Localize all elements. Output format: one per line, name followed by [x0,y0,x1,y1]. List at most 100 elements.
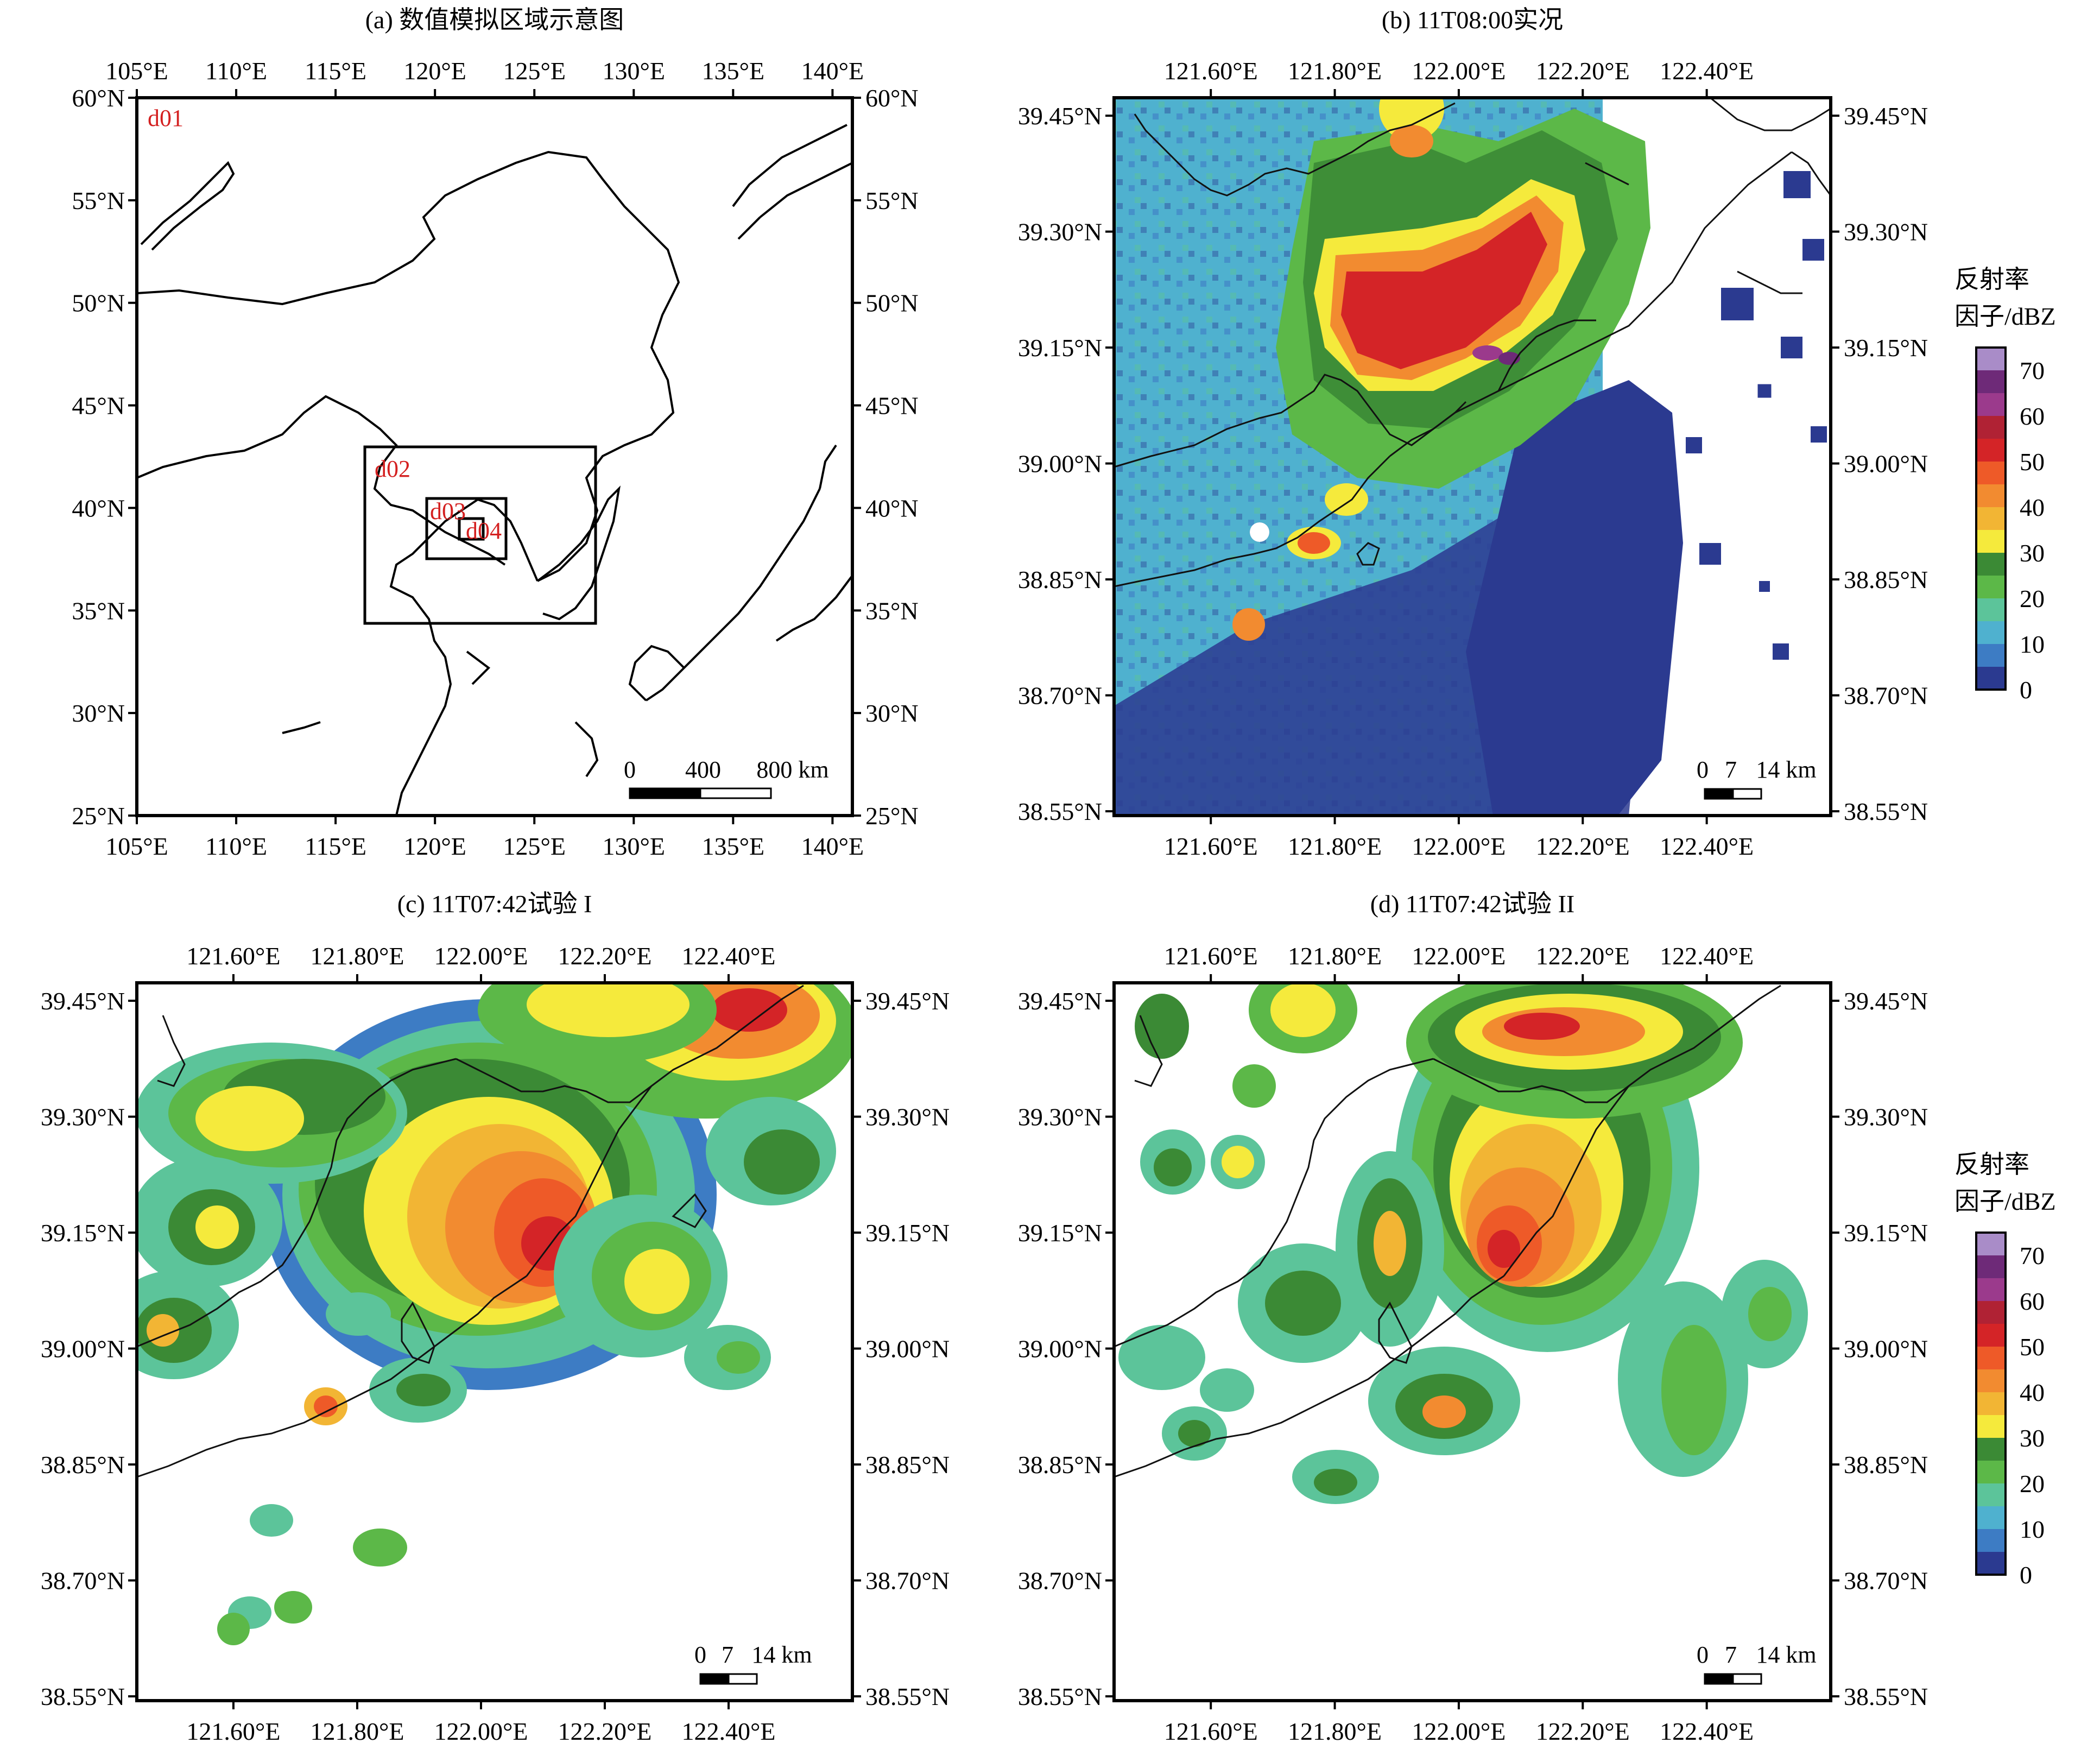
lat-tick-label-right: 38.55°N [1844,798,1928,825]
echo-cell [314,1395,338,1417]
colorbar-frame [1975,346,2007,691]
colorbar-swatch [1976,1415,2006,1438]
lon-tick-label-bottom: 122.20°E [1536,832,1630,860]
panel-b-radar: 0 7 14 km [1114,98,1831,816]
lat-tick-label-left: 25°N [72,802,125,830]
colorbar-tick-label: 10 [2020,630,2045,658]
lon-tick-label-bottom: 125°E [503,832,566,860]
lat-tick-label-left: 38.55°N [41,1683,125,1710]
echo-cell [1488,1230,1520,1268]
lat-tick-label-right: 39.45°N [1844,987,1928,1015]
lat-tick-label-right: 25°N [865,802,919,830]
colorbar-tick-label: 50 [2020,448,2045,476]
simulated-reflectivity-field [137,983,852,1645]
echo-cell [1757,384,1772,398]
lat-tick-label-right: 35°N [865,597,919,624]
lon-tick-label-top: 122.40°E [1660,942,1754,970]
lon-tick-label-top: 115°E [305,57,366,85]
lat-tick-label-right: 39.00°N [1844,450,1928,478]
colorbar-swatch [1976,1369,2006,1392]
scale-bar-d-end: 14 km [1756,1641,1816,1668]
colorbar-swatch [1976,462,2006,484]
lon-tick-label-bottom: 130°E [603,832,666,860]
domain-box-d04 [458,517,485,541]
panel-d-axis-ticks: 121.60°E 121.60°E 121.80°E 121.80°E 122.00°E… [1018,942,1928,1743]
scale-bar-c-end: 14 km [751,1641,812,1668]
lon-tick-label-bottom: 122.20°E [1536,1717,1630,1743]
panel-a-map: d01 d02 d03 d04 0 400 800 km [137,98,852,816]
colorbar-tick-label: 60 [2020,1287,2045,1315]
lat-tick-label-left: 55°N [72,187,125,214]
colorbar-tick-label: 0 [2020,676,2032,704]
panel-c-axis-ticks: 121.60°E 121.60°E 121.80°E 121.80°E 122.00°E… [41,942,950,1743]
lat-tick-label-left: 40°N [72,494,125,522]
lon-tick-label-bottom: 110°E [205,832,267,860]
echo-cell [1721,288,1754,320]
lat-tick-label-left: 39.00°N [1018,1335,1102,1363]
lon-tick-label-bottom: 122.00°E [1412,1717,1506,1743]
scale-bar-d-zero: 0 [1697,1641,1709,1668]
colorbar-tick-label: 40 [2020,494,2045,521]
echo-cell [1154,1148,1192,1186]
panel-c-radar: 0 7 14 km [137,983,852,1701]
lat-tick-label-right: 60°N [865,84,919,112]
colorbar-bottom-title-1: 反射率 [1954,1151,2029,1178]
echo-cell [1783,171,1811,198]
echo-cell [1341,212,1547,369]
lat-tick-label-left: 38.70°N [1018,1567,1102,1595]
colorbar-swatch [1976,1438,2006,1461]
echo-cell [1379,98,1444,141]
lat-tick-label-left: 39.30°N [41,1103,125,1131]
echo-cell [1118,1325,1205,1390]
lon-tick-label-top: 110°E [205,57,267,85]
lat-tick-label-right: 38.85°N [1844,566,1928,593]
domain-label-d03: d03 [430,498,466,525]
lat-tick-label-left: 38.55°N [1018,798,1102,825]
colorbar-swatch [1976,1324,2006,1347]
lon-tick-label-top: 140°E [801,57,864,85]
scale-bar-c-mid: 7 [722,1641,733,1668]
colorbar-swatch [1976,1278,2006,1301]
echo-cell [624,1249,690,1314]
echo-cell [1135,994,1189,1059]
lat-tick-label-left: 39.00°N [1018,450,1102,478]
lat-tick-label-left: 39.15°N [1018,334,1102,362]
colorbar-swatch [1976,416,2006,439]
lat-tick-label-left: 39.15°N [1018,1219,1102,1247]
lon-tick-label-bottom: 122.00°E [1412,832,1506,860]
lon-tick-label-bottom: 122.20°E [558,1717,651,1743]
echo-cell [1686,437,1702,453]
echo-cell [217,1613,250,1645]
colorbar-swatch [1976,621,2006,644]
echo-cell [1325,483,1368,516]
lon-tick-label-top: 122.20°E [1536,942,1630,970]
colorbar-swatch [1976,553,2006,576]
scale-bar-b-zero: 0 [1697,756,1709,783]
lat-tick-label-right: 38.70°N [865,1567,950,1595]
lat-tick-label-right: 38.85°N [865,1451,950,1479]
panel-b-title: (b) 11T08:00实况 [1382,6,1563,34]
scale-bar-c-zero: 0 [694,1641,706,1668]
radar-site-gap [1250,522,1269,542]
lat-tick-label-right: 39.15°N [865,1219,950,1247]
lon-tick-label-bottom: 140°E [801,832,864,860]
lat-tick-label-right: 39.15°N [1844,1219,1928,1247]
simulated-reflectivity-field [1118,983,1808,1504]
echo-cell [1802,239,1824,261]
panel-d-frame [1112,981,1832,1702]
scale-bar-a-mid: 400 [685,756,721,783]
colorbar-tick-label: 30 [2020,539,2045,567]
lon-tick-label-top: 122.40°E [1660,57,1754,85]
echo-cell [744,1129,820,1195]
lon-tick-label-top: 125°E [503,57,566,85]
colorbar-tick-label: 10 [2020,1515,2045,1543]
lat-tick-label-right: 45°N [865,392,919,420]
lat-tick-label-right: 39.45°N [865,987,950,1015]
lat-tick-label-right: 30°N [865,699,919,727]
echo-cell [1748,1287,1792,1341]
panel-b-scale-bar: 0 7 14 km [1697,756,1817,800]
panel-a-axis-ticks: 105°E 105°E 110°E 110°E 115°E 115°E 120°E 120°E… [72,57,918,860]
colorbar-tick-label: 20 [2020,585,2045,612]
colorbar-top-title-2: 因子/dBZ [1954,302,2056,330]
colorbar-top-swatches: 70 60 50 40 30 20 10 0 [1975,346,2045,704]
